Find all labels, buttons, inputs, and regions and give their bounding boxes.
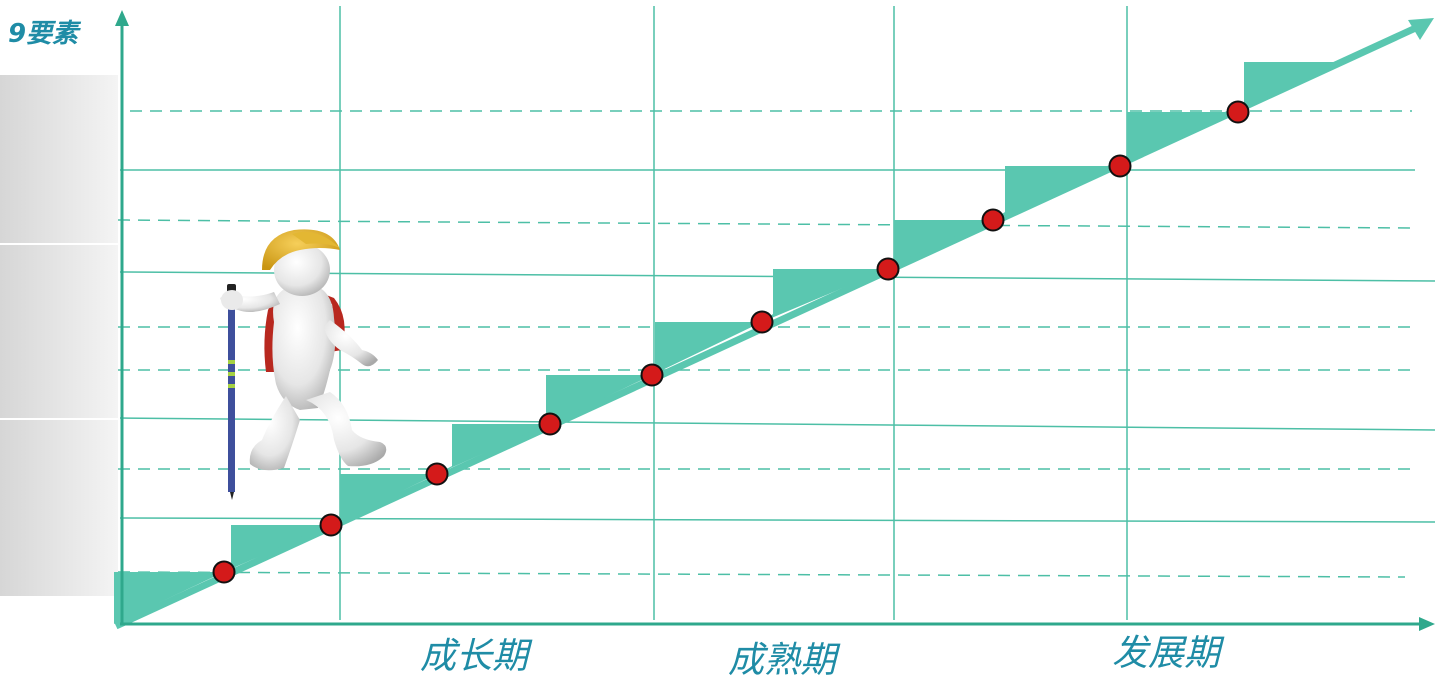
grid-line-solid-3: [119, 417, 1435, 431]
milestone-node-2: [319, 513, 343, 537]
axes: [115, 10, 1435, 631]
x-axis-arrowhead: [1419, 617, 1435, 631]
phase-label-mature: 成熟期: [728, 640, 841, 680]
vertical-grid-lines: [339, 6, 1128, 620]
grid-line-dashed-2: [117, 219, 1413, 229]
phase-labels: 成长期 成熟期 发展期: [420, 633, 1225, 680]
hiker-right-arm: [324, 320, 378, 367]
milestone-node-9: [1108, 154, 1132, 178]
side-panel-bottom: [0, 420, 118, 596]
milestone-node-5: [640, 363, 664, 387]
side-panel-middle: [0, 245, 118, 418]
milestone-node-8: [981, 208, 1005, 232]
y-axis-title: 9要素: [8, 19, 82, 49]
hiker-front-leg: [306, 392, 387, 467]
milestone-node-6: [750, 310, 774, 334]
side-panel-top: [0, 75, 118, 243]
milestone-nodes: [212, 100, 1250, 584]
trekking-pole: [227, 284, 236, 500]
milestone-node-1: [212, 560, 236, 584]
step-riser-5: [546, 375, 550, 424]
hiker-illustration: [220, 229, 387, 500]
hiker-head: [274, 244, 330, 296]
trend-arrowhead: [1408, 18, 1434, 40]
step-5: [546, 375, 652, 424]
milestone-node-7: [876, 257, 900, 281]
milestone-node-3: [425, 462, 449, 486]
hiker-back-leg: [249, 396, 300, 471]
milestone-node-10: [1226, 100, 1250, 124]
hiker-body: [272, 283, 336, 410]
phase-label-development: 发展期: [1112, 633, 1225, 674]
grid-line-dashed-6: [117, 571, 1406, 578]
grid-line-solid-4: [119, 517, 1435, 523]
phase-label-growth: 成长期: [420, 636, 533, 677]
step-6: [652, 322, 762, 375]
y-axis-arrowhead: [115, 10, 129, 26]
side-panels: [0, 75, 118, 596]
milestone-node-4: [538, 412, 562, 436]
